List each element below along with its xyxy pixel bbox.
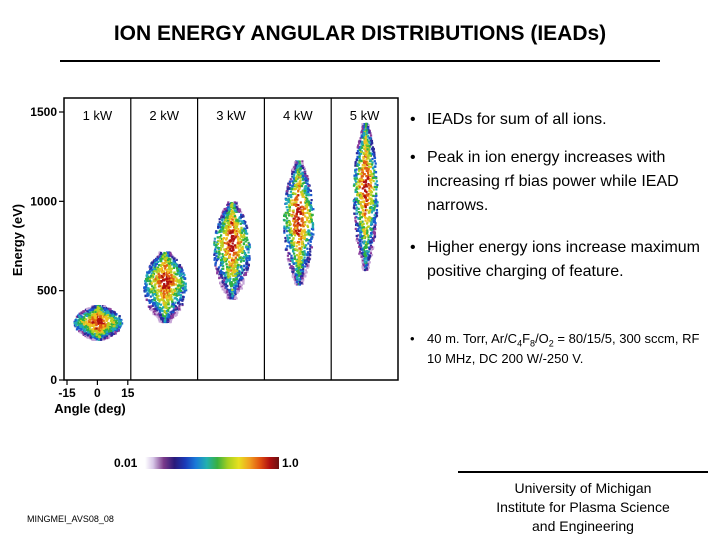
bullet-item: IEADs for sum of all ions. <box>408 108 708 132</box>
university-line: Institute for Plasma Science <box>496 499 670 515</box>
x-tick-label: 0 <box>94 386 101 400</box>
y-tick-label: 1500 <box>30 105 57 119</box>
y-axis-label: Energy (eV) <box>10 204 25 276</box>
colorbar-max-label: 1.0 <box>282 456 299 470</box>
x-tick-label: -15 <box>58 386 76 400</box>
footer-divider <box>458 471 708 473</box>
bullet-item: Peak in ion energy increases with increa… <box>408 146 708 218</box>
y-tick-label: 0 <box>50 373 57 387</box>
panel-label: 3 kW <box>216 108 246 123</box>
university-block: University of Michigan Institute for Pla… <box>463 479 703 536</box>
panel-label: 4 kW <box>283 108 313 123</box>
slide-title: ION ENERGY ANGULAR DISTRIBUTIONS (IEADs) <box>113 22 607 45</box>
conditions-bullet: 40 m. Torr, Ar/C4F8/O2 = 80/15/5, 300 sc… <box>408 329 708 369</box>
x-tick-label: 15 <box>121 386 135 400</box>
university-line: University of Michigan <box>514 480 652 496</box>
iead-blob <box>213 201 252 301</box>
x-axis-label: Angle (deg) <box>54 401 126 416</box>
colorbar <box>145 457 279 469</box>
university-line: and Engineering <box>532 518 634 534</box>
panel-label: 5 kW <box>350 108 380 123</box>
bullet-item: Higher energy ions increase maximum posi… <box>408 236 708 284</box>
colorbar-min-label: 0.01 <box>114 456 138 470</box>
iead-blob <box>352 122 379 272</box>
iead-chart: 1 kW 2 kW 3 kW 4 kW 5 kW 0 500 1000 1500 Energy (… <box>10 97 399 416</box>
iead-blob <box>282 160 315 286</box>
panel-label: 1 kW <box>83 108 113 123</box>
y-tick-label: 500 <box>37 284 57 298</box>
iead-blob <box>73 304 124 341</box>
y-tick-label: 1000 <box>30 194 57 208</box>
panel-label: 2 kW <box>149 108 179 123</box>
iead-blob <box>143 251 188 324</box>
bullet-list: IEADs for sum of all ions. Peak in ion e… <box>408 108 708 369</box>
footer-id: MINGMEI_AVS08_08 <box>27 514 114 524</box>
title-divider <box>60 60 660 62</box>
